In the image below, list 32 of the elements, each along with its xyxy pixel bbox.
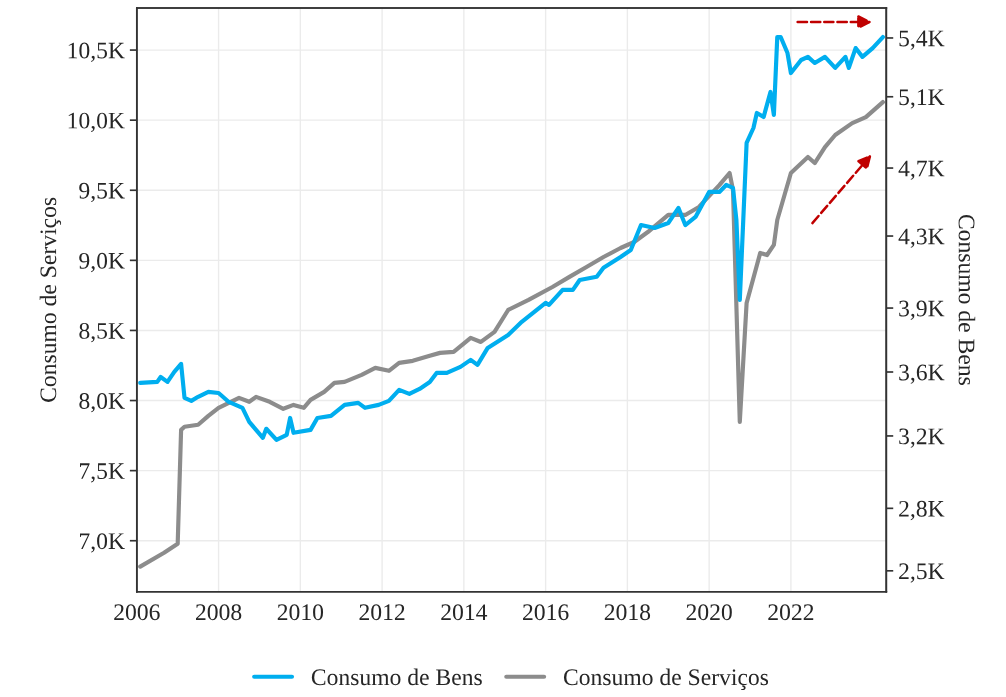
y2-tick-label: 2,8K [899,500,945,521]
y2-axis-title: Consumo de Bens [958,214,976,385]
x-tick-label: 2016 [523,604,569,621]
x-tick-label: 2014 [441,604,488,621]
x-tick-label: 2018 [604,604,651,621]
y2-tick-label: 2,5K [899,563,945,583]
y2-tick-label: 3,9K [899,300,945,320]
x-tick-label: 2008 [196,604,242,621]
y-tick-label: 10,0K [68,112,125,132]
x-tick-label: 2012 [359,604,405,621]
y-tick-label: 8,5K [79,322,125,343]
x-tick-label: 2006 [114,604,160,621]
y-tick-label: 9,5K [79,182,125,203]
y2-tick-label: 4,7K [898,160,945,180]
y-tick-label: 10,5K [68,42,125,62]
line-series [138,99,885,569]
legend-label: Consumo de Serviços [563,668,769,691]
y2-tick-label: 3,2K [899,428,945,448]
y-tick-label: 7,0K [80,533,125,553]
x-tick-label: 2020 [686,604,732,621]
y-axis-title: Consumo de Serviços [39,197,62,402]
y-tick-label: 7,5K [80,463,125,483]
line-series [138,34,885,442]
legend-label: Consumo de Bens [311,668,482,686]
y2-tick-label: 5,4K [899,30,945,50]
y-tick-label: 9,0K [79,252,125,273]
x-tick-label: 2022 [768,604,814,621]
x-tick-label: 2010 [277,604,324,621]
y-tick-label: 8,0K [79,393,125,413]
y2-tick-label: 4,3K [898,228,945,248]
y2-tick-label: 3,6K [899,364,945,384]
y2-tick-label: 5,1K [899,89,945,109]
